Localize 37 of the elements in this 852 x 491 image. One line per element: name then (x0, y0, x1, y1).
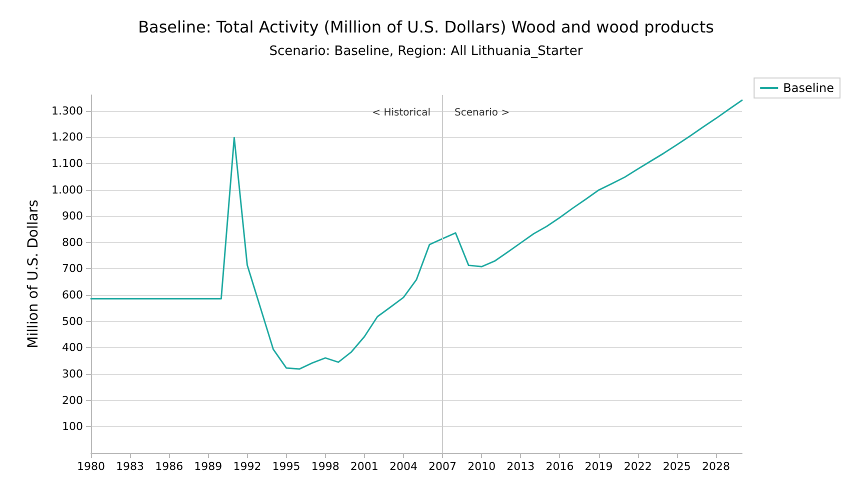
annotation: Scenario > (454, 108, 510, 118)
legend-label: Baseline (783, 81, 834, 95)
x-tick-label: 2001 (350, 460, 378, 473)
y-tick-label: 400 (62, 341, 83, 354)
x-tick-label: 1992 (233, 460, 262, 473)
y-tick-label: 1.100 (52, 156, 83, 170)
y-tick-label: 600 (62, 288, 83, 302)
x-tick-label: 2013 (506, 460, 535, 473)
x-tick-label: 2022 (624, 460, 652, 473)
y-tick-label: 100 (62, 420, 83, 434)
x-tick-label: 2016 (546, 460, 574, 473)
x-tick-label: 2004 (389, 460, 418, 473)
x-tick-label: 2019 (584, 460, 613, 473)
x-tick-label: 1995 (272, 460, 300, 473)
x-tick-label: 1998 (311, 460, 340, 473)
x-tick-label: 2007 (428, 460, 457, 473)
y-axis-title: Million of U.S. Dollars (26, 200, 42, 348)
x-tick-label: 2028 (702, 460, 730, 473)
y-tick-label: 700 (62, 262, 83, 276)
y-tick-label: 300 (62, 368, 83, 381)
line-series (90, 100, 743, 370)
y-tick-label: 800 (62, 236, 83, 249)
y-tick-label: 500 (62, 314, 83, 328)
x-tick-label: 1983 (116, 460, 144, 473)
annotation: < Historical (372, 108, 431, 118)
x-tick-label: 2025 (662, 460, 691, 473)
y-tick-label: 1.000 (52, 183, 83, 196)
x-tick-label: 2010 (468, 460, 496, 473)
y-tick-label: 200 (62, 394, 83, 407)
chart-subtitle: Scenario: Baseline, Region: All Lithuania_Starter (269, 44, 584, 59)
x-tick-label: 1986 (155, 460, 184, 473)
chart-title: Baseline: Total Activity (Million of U.S. Dollars) Wood and wood products (138, 18, 714, 36)
x-tick-label: 1989 (194, 460, 222, 473)
y-tick-label: 900 (62, 210, 83, 223)
x-tick-label: 1980 (77, 460, 105, 473)
y-tick-label: 1.300 (52, 104, 83, 118)
y-tick-label: 1.200 (52, 130, 83, 144)
